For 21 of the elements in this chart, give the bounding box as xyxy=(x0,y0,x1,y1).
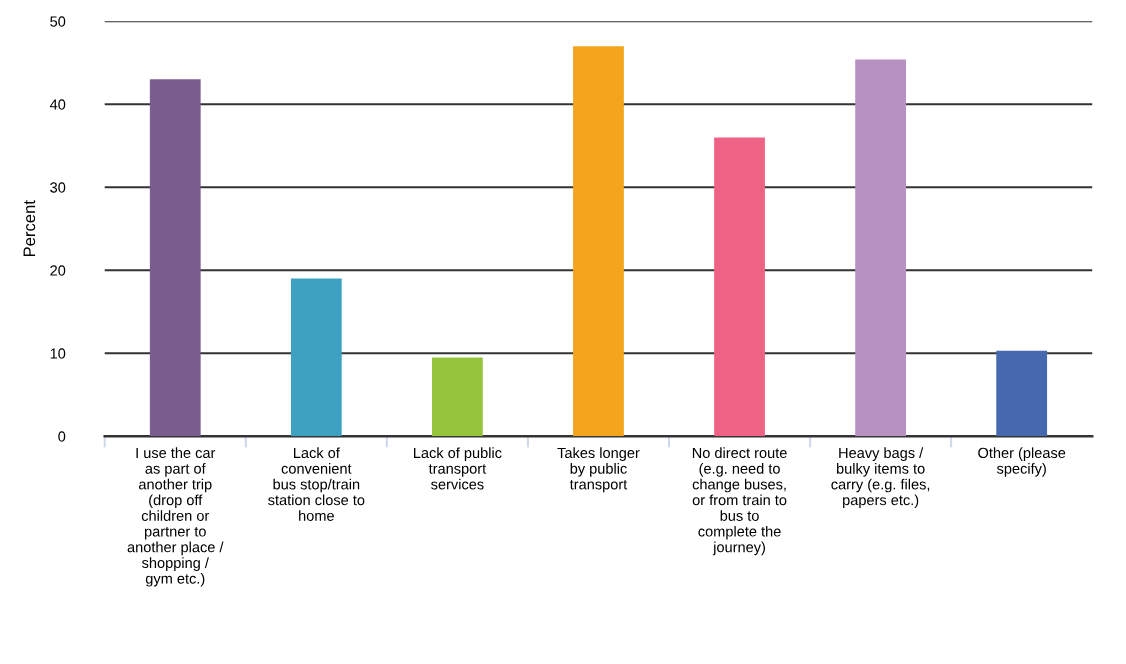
x-tick-label: Other (please specify) xyxy=(978,447,1066,477)
y-tick-label: 30 xyxy=(50,182,66,193)
y-tick-label: 20 xyxy=(50,265,66,276)
y-tick-label: 40 xyxy=(49,99,66,110)
y-tick-label: 50 xyxy=(50,16,66,27)
x-tick-label: No direct route (e.g. need to change buses, or from train to bus to complete the journey) xyxy=(692,447,787,556)
y-tick-label: 10 xyxy=(50,348,66,359)
bar xyxy=(714,137,765,437)
bar xyxy=(432,357,483,437)
x-tick-label: Takes longer by public transport xyxy=(557,447,640,493)
x-tick-label: Lack of convenient bus stop/train station close to home xyxy=(268,447,365,521)
bar xyxy=(996,350,1048,437)
x-tick-label: Lack of public transport services xyxy=(414,447,502,490)
bar xyxy=(149,79,201,437)
bar xyxy=(573,46,624,437)
category-label: I use the car as part of another trip (drop off children or partner to another place / shopping / gym etc.) xyxy=(127,447,224,587)
x-tick-label: Heavy bags / bulky items to carry (e.g. files, papers etc.) xyxy=(831,447,930,509)
y-tick-label: 0 xyxy=(58,431,66,442)
bar xyxy=(855,59,907,437)
y-axis-title: Percent xyxy=(23,200,36,257)
bar xyxy=(290,278,342,437)
